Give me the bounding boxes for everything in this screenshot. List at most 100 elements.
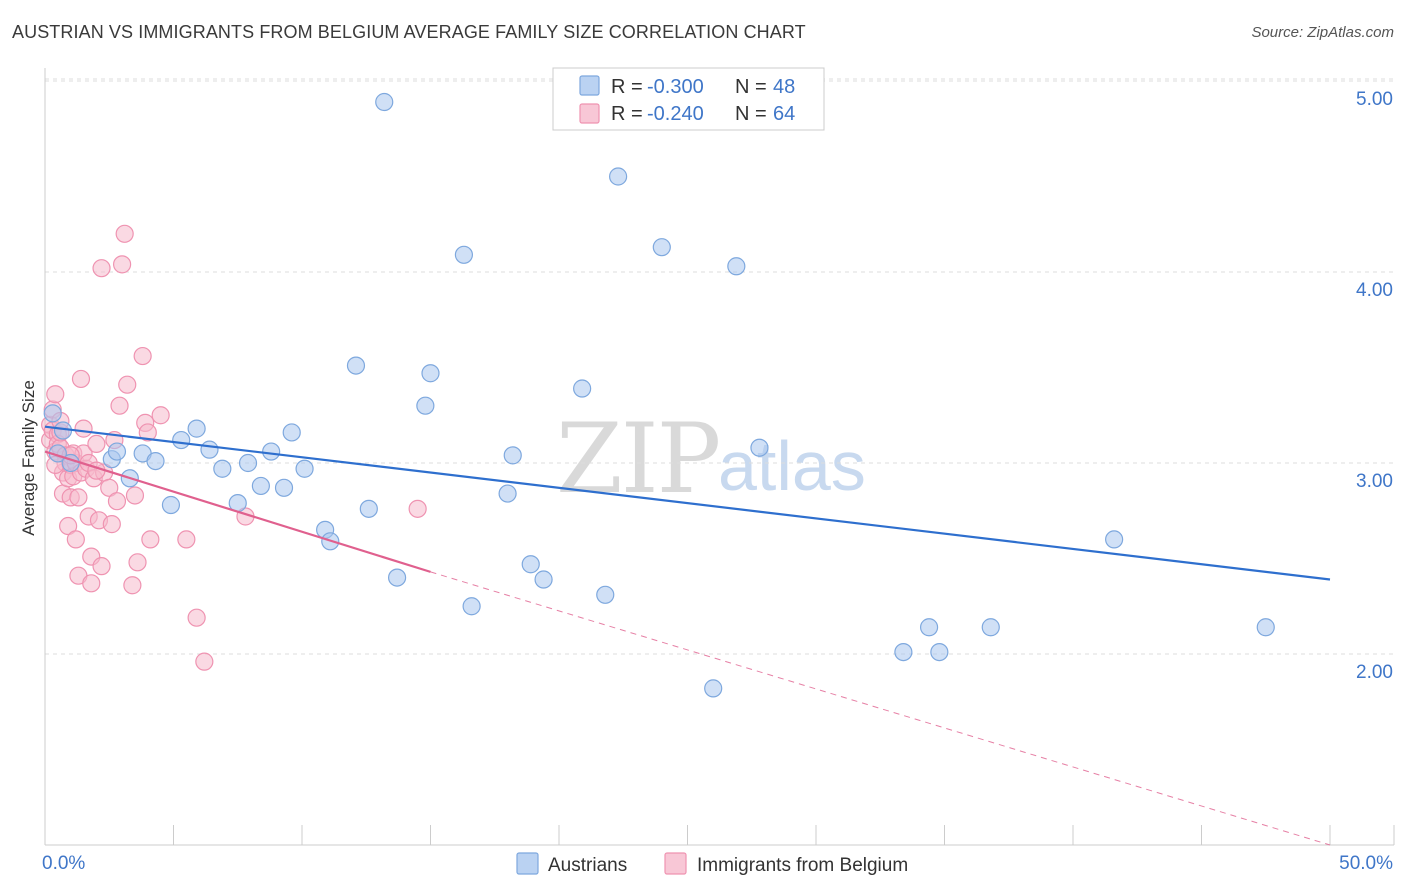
- point-austrians: [919, 618, 939, 637]
- legend-n-value-1: 48: [773, 76, 795, 98]
- point-austrians: [262, 442, 281, 461]
- point-immigrants: [123, 576, 142, 595]
- point-immigrants: [92, 557, 111, 576]
- bottom-legend-label-immigrants: Immigrants from Belgium: [697, 855, 908, 876]
- point-immigrants: [133, 346, 152, 366]
- trendline-immigrants: [44, 450, 431, 573]
- point-austrians: [704, 679, 723, 698]
- y-tick-label: 4.00: [1356, 280, 1393, 301]
- point-immigrants: [92, 259, 111, 278]
- source-label: Source: ZipAtlas.com: [1251, 24, 1394, 41]
- y-tick-label: 3.00: [1356, 471, 1393, 492]
- gridlines: [45, 78, 1394, 655]
- point-austrians: [213, 459, 232, 478]
- point-immigrants: [195, 652, 214, 671]
- x-tick-label-max: 50.0%: [1339, 853, 1393, 874]
- legend-n-value-2: 64: [773, 103, 795, 125]
- trendline-austrians: [44, 425, 1331, 581]
- legend-n-label-2: N =: [735, 103, 767, 125]
- bottom-legend-swatch-immigrants: [664, 852, 687, 875]
- point-austrians: [387, 568, 407, 587]
- tick-labels: 2.00 3.00 4.00 5.00 0.0% 50.0%: [42, 89, 1393, 874]
- point-immigrants: [66, 530, 85, 549]
- point-austrians: [930, 642, 949, 662]
- point-immigrants: [115, 224, 134, 243]
- trendlines: [44, 425, 1331, 846]
- point-austrians: [200, 440, 219, 459]
- legend-r-value-1: -0.300: [647, 76, 704, 98]
- point-austrians: [894, 642, 913, 662]
- point-austrians: [282, 423, 301, 442]
- point-austrians: [1256, 618, 1275, 637]
- point-austrians: [421, 364, 440, 383]
- y-axis-title: Average Family Size: [19, 380, 38, 536]
- point-immigrants: [125, 486, 145, 505]
- point-immigrants: [87, 434, 106, 453]
- point-austrians: [521, 555, 540, 574]
- point-immigrants: [100, 478, 119, 497]
- axes: [44, 68, 1395, 846]
- point-austrians: [609, 167, 628, 186]
- point-austrians: [107, 442, 127, 461]
- point-austrians: [573, 379, 592, 398]
- point-austrians: [596, 585, 615, 604]
- point-austrians: [161, 495, 181, 515]
- point-austrians: [43, 404, 62, 423]
- point-austrians: [1105, 530, 1124, 549]
- point-immigrants: [177, 530, 196, 549]
- correlation-legend: R = -0.300 N = 48 R = -0.240 N = 64: [552, 67, 825, 131]
- trendline-immigrants-extrapolated: [430, 571, 1331, 846]
- point-austrians: [251, 476, 270, 496]
- point-immigrants: [151, 406, 170, 425]
- series-legend: Austrians Immigrants from Belgium: [516, 852, 908, 876]
- legend-r-value-2: -0.240: [647, 103, 704, 125]
- point-austrians: [375, 92, 394, 112]
- x-tick-label-min: 0.0%: [42, 853, 85, 874]
- series-immigrants-from-belgium: [41, 224, 427, 671]
- point-immigrants: [118, 375, 137, 394]
- point-austrians: [346, 356, 366, 375]
- point-immigrants: [74, 419, 93, 438]
- y-tick-label: 2.00: [1356, 662, 1393, 683]
- point-immigrants: [112, 255, 132, 274]
- point-austrians: [146, 451, 165, 471]
- point-austrians: [750, 438, 769, 457]
- point-austrians: [454, 245, 474, 264]
- point-immigrants: [138, 423, 157, 442]
- y-tick-label: 5.00: [1356, 89, 1393, 110]
- point-immigrants: [107, 492, 127, 511]
- point-immigrants: [102, 515, 121, 534]
- point-immigrants: [59, 516, 78, 536]
- point-immigrants: [46, 385, 65, 404]
- point-austrians: [503, 446, 522, 465]
- series-austrians: [43, 92, 1275, 698]
- point-austrians: [652, 238, 671, 257]
- bottom-legend-swatch-austrians: [516, 852, 539, 875]
- point-immigrants: [71, 369, 91, 389]
- chart-title: AUSTRIAN VS IMMIGRANTS FROM BELGIUM AVER…: [12, 22, 806, 42]
- point-austrians: [172, 430, 191, 450]
- point-austrians: [981, 618, 1000, 637]
- legend-n-label-1: N =: [735, 76, 767, 98]
- point-immigrants: [82, 574, 101, 593]
- legend-r-label-2: R =: [611, 103, 643, 125]
- bottom-legend-label-austrians: Austrians: [548, 855, 627, 876]
- point-immigrants: [141, 530, 160, 549]
- point-austrians: [295, 459, 314, 478]
- point-immigrants: [187, 608, 206, 627]
- point-austrians: [534, 570, 553, 589]
- legend-swatch-austrians: [579, 75, 600, 96]
- point-immigrants: [408, 499, 427, 518]
- point-austrians: [498, 484, 517, 503]
- point-immigrants: [128, 553, 147, 572]
- point-austrians: [359, 499, 378, 518]
- point-immigrants: [110, 396, 129, 415]
- point-immigrants: [69, 488, 88, 507]
- point-austrians: [238, 453, 258, 473]
- legend-swatch-immigrants: [579, 103, 600, 124]
- point-austrians: [727, 257, 746, 276]
- legend-r-label-1: R =: [611, 76, 643, 98]
- watermark-atlas: atlas: [718, 427, 866, 505]
- point-austrians: [187, 419, 206, 438]
